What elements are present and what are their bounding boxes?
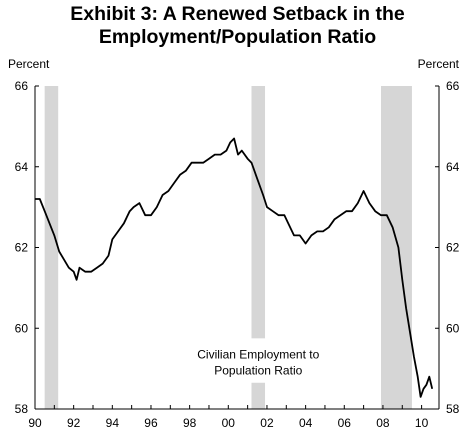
x-tick-label-92: 92: [67, 416, 81, 430]
y-tick-label-left-62: 62: [15, 241, 29, 255]
x-tick-label-08: 08: [376, 416, 390, 430]
y-tick-label-right-60: 60: [446, 321, 460, 335]
recession-band-2: [251, 86, 266, 409]
recession-band-3: [381, 86, 412, 409]
x-tick-label-02: 02: [260, 416, 274, 430]
x-tick-label-98: 98: [183, 416, 197, 430]
y-tick-label-left-64: 64: [15, 160, 29, 174]
chart-title: Exhibit 3: A Renewed Setback in the Empl…: [0, 3, 475, 49]
x-tick-label-06: 06: [338, 416, 352, 430]
recession-band-1: [44, 86, 59, 409]
x-tick-label-94: 94: [106, 416, 120, 430]
x-tick-label-96: 96: [144, 416, 158, 430]
annotation-background: [186, 338, 331, 383]
right-axis-unit-label: Percent: [418, 57, 460, 71]
x-tick-label-04: 04: [299, 416, 313, 430]
left-axis-unit-label: Percent: [8, 57, 50, 71]
y-tick-label-right-64: 64: [446, 160, 460, 174]
y-tick-label-right-66: 66: [446, 79, 460, 93]
annotation-line-1: Civilian Employment to: [197, 348, 319, 362]
y-tick-label-left-58: 58: [15, 402, 29, 416]
y-tick-label-right-58: 58: [446, 402, 460, 416]
y-tick-label-right-62: 62: [446, 241, 460, 255]
series-line: [35, 137, 434, 398]
annotation-line-2: Population Ratio: [214, 364, 302, 378]
axes: 58 58 60 60 62 62 64 64 66 66 90 92 94 96 98 00 02 04 06 08…: [15, 79, 460, 430]
y-tick-label-left-66: 66: [15, 79, 29, 93]
chart-title-line-2: Employment/Population Ratio: [98, 26, 377, 48]
x-tick-label-10: 10: [415, 416, 429, 430]
y-tick-label-left-60: 60: [15, 321, 29, 335]
x-tick-label-90: 90: [28, 416, 42, 430]
x-tick-label-00: 00: [222, 416, 236, 430]
chart-title-line-1: Exhibit 3: A Renewed Setback in the: [70, 3, 405, 25]
recession-bands: [44, 86, 412, 409]
